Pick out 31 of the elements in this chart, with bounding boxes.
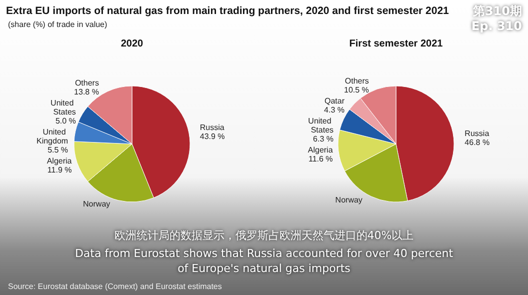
- slice-label: United States: [50, 98, 76, 117]
- chart-title: First semester 2021: [349, 38, 444, 50]
- data-label: 6.3 %: [313, 134, 334, 144]
- text: 第310期: [472, 4, 522, 19]
- text: (share (%) of trade in value): [8, 20, 108, 29]
- slice-label: Russia: [200, 123, 225, 132]
- text: Ep. 310: [471, 19, 522, 34]
- data-label: 4.3 %: [324, 105, 345, 114]
- slice-label: Algeria: [308, 145, 334, 154]
- data-label: 13.8 %: [74, 88, 99, 97]
- slice-label: Others: [74, 78, 99, 88]
- slice-label: United States: [308, 116, 334, 134]
- chart-title: 2020: [120, 38, 144, 50]
- data-label: 5.0 %: [55, 116, 76, 126]
- slice-label: Norway: [83, 200, 110, 209]
- data-label: 43.9 %: [200, 132, 225, 142]
- slice-label: Qatar: [324, 96, 345, 106]
- text: 欧洲统计局的数据显示，俄罗斯占欧洲天然气进口的40%以上: [113, 228, 415, 243]
- text: Data from Eurostat shows that Russia accounted for over 40 percent of Europe's natural gas imports: [74, 246, 454, 276]
- data-label: 11.9 %: [47, 166, 72, 175]
- slice-label: Algeria: [46, 156, 72, 166]
- source-note: Source: Eurostat database (Comext) and Eurostat estimates: [8, 282, 222, 291]
- data-label: 46.8 %: [464, 138, 490, 147]
- text: Extra EU imports of natural gas from main trading partners, 2020 and first semester 2021: [6, 5, 449, 17]
- slice-label: United Kingdom: [36, 128, 68, 146]
- data-label: 11.6 %: [308, 154, 333, 164]
- slice-label: Norway: [335, 196, 362, 205]
- slice-label: Russia: [464, 128, 490, 138]
- slice-label: Others: [344, 76, 369, 86]
- data-label: 10.5 %: [344, 85, 369, 94]
- data-label: 5.5 %: [48, 146, 68, 155]
